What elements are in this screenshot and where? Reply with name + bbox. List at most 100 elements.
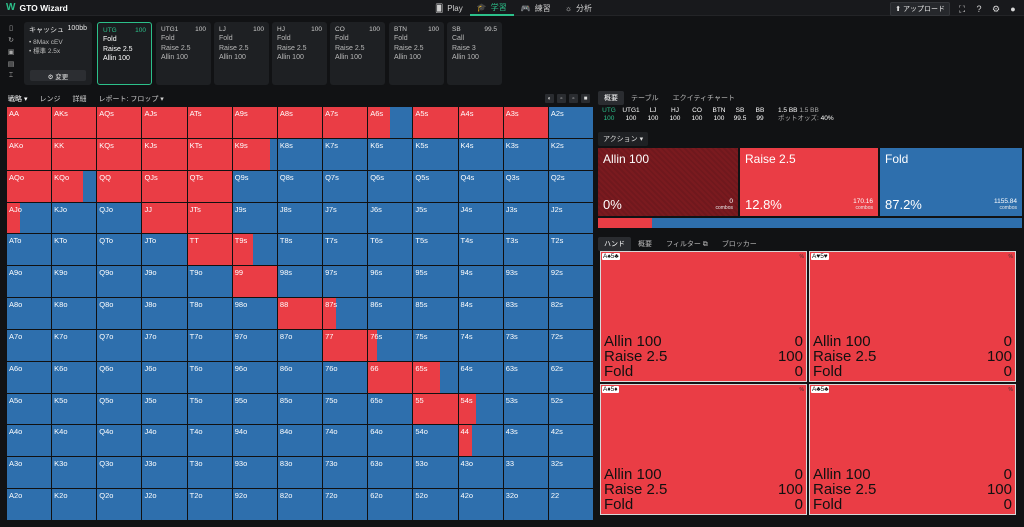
hand-cell[interactable]: 33: [503, 457, 548, 489]
action-box-0[interactable]: Allin 100 0% 0 combos: [598, 148, 738, 216]
hand-cell[interactable]: K9s: [232, 138, 277, 170]
report-dropdown[interactable]: レポート: フロップ ▾: [98, 96, 164, 103]
hand-cell[interactable]: J8o: [142, 298, 187, 329]
hand-cell[interactable]: 74s: [458, 329, 503, 361]
screenshot-icon[interactable]: ⛶: [958, 3, 966, 14]
hand-cell[interactable]: T6s: [368, 234, 413, 266]
hand-cell[interactable]: A9s: [232, 107, 277, 138]
hand-cell[interactable]: 55: [413, 393, 458, 425]
hand-cell[interactable]: 87o: [277, 329, 323, 361]
hand-cell[interactable]: 64s: [458, 361, 503, 393]
hand-cell[interactable]: A3s: [503, 107, 548, 138]
grid-medium-icon[interactable]: ▫: [569, 94, 578, 103]
position-action[interactable]: Raise 2.5: [103, 45, 133, 53]
hand-cell[interactable]: 82s: [548, 298, 593, 329]
hand-cell[interactable]: A8o: [7, 298, 52, 329]
hand-cell[interactable]: 66: [368, 361, 413, 393]
hand-cell[interactable]: K5o: [52, 393, 97, 425]
hand-cell[interactable]: Q5o: [97, 393, 142, 425]
hand-cell[interactable]: QQ: [97, 170, 142, 202]
hand-cell[interactable]: 32o: [503, 489, 548, 520]
hand-cell[interactable]: 72o: [323, 489, 368, 520]
nav-tab-2[interactable]: 🎮 練習: [514, 0, 558, 16]
account-icon[interactable]: ●: [1010, 4, 1016, 14]
hand-cell[interactable]: T9o: [187, 266, 232, 298]
hand-combo-card[interactable]: A♠5♣% Allin 100 0 Raise 2.5 100 Fold 0: [600, 251, 807, 382]
hand-cell[interactable]: A6s: [368, 107, 413, 138]
nav-tab-0[interactable]: 🂠 Play: [428, 0, 470, 16]
hand-cell[interactable]: J7o: [142, 329, 187, 361]
hand-cell[interactable]: Q4s: [458, 170, 503, 202]
hand-cell[interactable]: A2o: [7, 489, 52, 520]
position-card-lj[interactable]: LJ 100 Fold Raise 2.5 Allin 100: [214, 22, 269, 85]
hand-cell[interactable]: KTs: [187, 138, 232, 170]
settings-icon[interactable]: ⚙: [991, 3, 1001, 14]
hand-cell[interactable]: 42s: [548, 425, 593, 457]
hand-cell[interactable]: JJ: [142, 202, 187, 234]
hand-cell[interactable]: AQs: [97, 107, 142, 138]
filter-icon[interactable]: ⌶: [8, 72, 14, 79]
position-action[interactable]: Fold: [161, 35, 175, 43]
hand-cell[interactable]: ATs: [187, 107, 232, 138]
hand-cell[interactable]: 94o: [232, 425, 277, 457]
hand-cell[interactable]: 84s: [458, 298, 503, 329]
hand-cell[interactable]: 53o: [413, 457, 458, 489]
bookmark-icon[interactable]: ▯: [9, 25, 13, 32]
position-action[interactable]: Raise 2.5: [161, 44, 191, 52]
hand-cell[interactable]: K8o: [52, 298, 97, 329]
hand-cell[interactable]: 98s: [277, 266, 323, 298]
hand-cell[interactable]: Q7s: [323, 170, 368, 202]
hand-cell[interactable]: 94s: [458, 266, 503, 298]
hand-cell[interactable]: 54s: [458, 393, 503, 425]
hand-cell[interactable]: K7s: [323, 138, 368, 170]
hand-cell[interactable]: A6o: [7, 361, 52, 393]
hand-cell[interactable]: J4s: [458, 202, 503, 234]
hand-cell[interactable]: J8s: [277, 202, 323, 234]
nav-tab-3[interactable]: ☼ 分析: [558, 0, 599, 16]
hand-cell[interactable]: 53s: [503, 393, 548, 425]
hand-cell[interactable]: AKo: [7, 138, 52, 170]
hand-cell[interactable]: K9o: [52, 266, 97, 298]
hand-cell[interactable]: T9s: [232, 234, 277, 266]
hand-cell[interactable]: T5o: [187, 393, 232, 425]
hand-cell[interactable]: Q7o: [97, 329, 142, 361]
hand-cell[interactable]: 83o: [277, 457, 323, 489]
hand-cell[interactable]: A9o: [7, 266, 52, 298]
hand-cell[interactable]: JTo: [142, 234, 187, 266]
hand-cell[interactable]: 73o: [323, 457, 368, 489]
hand-cell[interactable]: Q2s: [548, 170, 593, 202]
percent-toggle[interactable]: %: [799, 387, 804, 393]
upload-button[interactable]: ⬆ アップロード: [890, 2, 950, 16]
hand-cell[interactable]: A4o: [7, 425, 52, 457]
hand-cell[interactable]: 52s: [548, 393, 593, 425]
hand-cell[interactable]: KJs: [142, 138, 187, 170]
hand-cell[interactable]: 99: [232, 266, 277, 298]
position-action[interactable]: Fold: [219, 35, 233, 43]
hand-cell[interactable]: 84o: [277, 425, 323, 457]
hand-cell[interactable]: Q6o: [97, 361, 142, 393]
hand-cell[interactable]: K3s: [503, 138, 548, 170]
hand-combo-card[interactable]: A♥5♥% Allin 100 0 Raise 2.5 100 Fold 0: [809, 251, 1016, 382]
hand-cell[interactable]: Q8s: [277, 170, 323, 202]
position-action[interactable]: Raise 2.5: [219, 44, 249, 52]
hand-cell[interactable]: 64o: [368, 425, 413, 457]
hand-cell[interactable]: 77: [323, 329, 368, 361]
position-action[interactable]: Allin 100: [161, 53, 188, 61]
position-action[interactable]: Allin 100: [103, 54, 130, 62]
hand-cell[interactable]: AKs: [52, 107, 97, 138]
range-tab[interactable]: レンジ: [39, 96, 61, 103]
hand-cell[interactable]: KTo: [52, 234, 97, 266]
hand-cell[interactable]: 75s: [413, 329, 458, 361]
hand-cell[interactable]: K3o: [52, 457, 97, 489]
hand-cell[interactable]: T2s: [548, 234, 593, 266]
hand-cell[interactable]: 87s: [323, 298, 368, 329]
hand-cell[interactable]: A7o: [7, 329, 52, 361]
position-action[interactable]: Fold: [103, 36, 117, 44]
hand-cell[interactable]: 76s: [368, 329, 413, 361]
hand-cell[interactable]: J2s: [548, 202, 593, 234]
hand-cell[interactable]: K6o: [52, 361, 97, 393]
hand-cell[interactable]: 62s: [548, 361, 593, 393]
hand-cell[interactable]: T7o: [187, 329, 232, 361]
nav-tab-1[interactable]: 🎓 学習: [469, 0, 514, 16]
hand-cell[interactable]: J5s: [413, 202, 458, 234]
